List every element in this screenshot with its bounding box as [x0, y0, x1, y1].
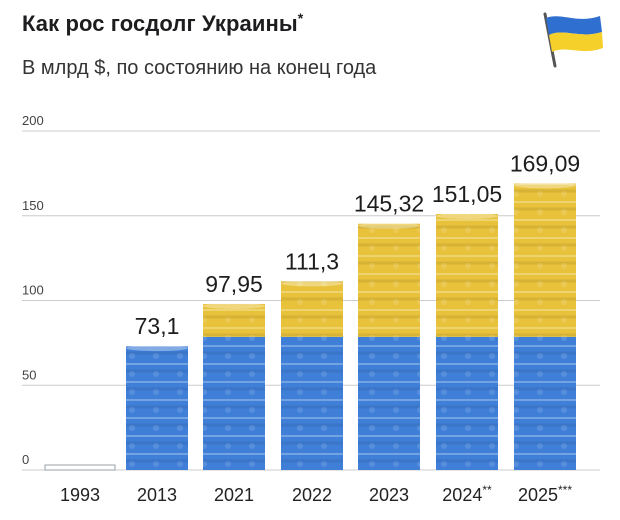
- chart-title-text: Как рос госдолг Украины: [22, 11, 298, 36]
- bar-texture: [436, 213, 498, 470]
- category-label: 2013: [137, 485, 177, 505]
- y-tick-label: 50: [22, 367, 36, 382]
- bar: [436, 212, 498, 470]
- bar-cap: [126, 345, 188, 352]
- bar: [358, 222, 420, 470]
- chart-title-footnote-mark: *: [297, 10, 304, 26]
- bar: [514, 182, 576, 470]
- bar-texture: [281, 281, 343, 470]
- category-label: 2021: [214, 485, 254, 505]
- y-tick-label: 100: [22, 283, 44, 298]
- category-label: 2023: [369, 485, 409, 505]
- bar: [126, 345, 188, 470]
- bar-texture: [358, 223, 420, 470]
- bar-rect: [44, 464, 116, 471]
- bar-cap: [436, 212, 498, 219]
- bars: [44, 182, 576, 471]
- category-label: 1993: [60, 485, 100, 505]
- category-label: 2025***: [518, 483, 572, 505]
- bar: [44, 464, 116, 471]
- value-label: 97,95: [205, 271, 263, 297]
- ukraine-flag-icon: [543, 12, 603, 68]
- bar-texture: [514, 183, 576, 470]
- bar-texture: [126, 346, 188, 470]
- bar-cap: [203, 302, 265, 309]
- chart-title: Как рос госдолг Украины*: [22, 10, 303, 37]
- bar-texture: [203, 303, 265, 470]
- bar: [203, 302, 265, 470]
- y-tick-label: 150: [22, 198, 44, 213]
- value-label: 151,05: [432, 181, 502, 207]
- value-label: 73,1: [135, 313, 180, 339]
- category-label: 2024**: [442, 483, 492, 505]
- bar: [281, 280, 343, 470]
- y-tick-label: 200: [22, 113, 44, 128]
- value-label: 111,3: [285, 248, 339, 274]
- bar-cap: [281, 280, 343, 287]
- category-label: 2022: [292, 485, 332, 505]
- chart-subtitle: В млрд $, по состоянию на конец года: [22, 57, 377, 79]
- bar-cap: [358, 222, 420, 229]
- value-label: 169,09: [510, 150, 580, 176]
- value-label: 145,32: [354, 191, 424, 217]
- bar-cap: [514, 182, 576, 189]
- y-tick-label: 0: [22, 452, 29, 467]
